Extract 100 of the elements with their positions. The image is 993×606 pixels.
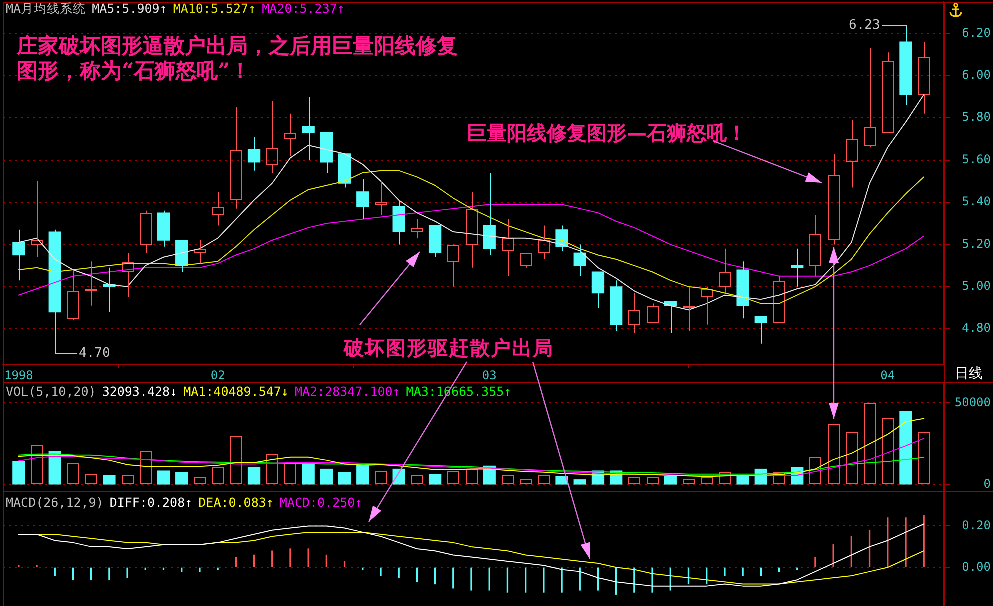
annotation: 32093.428↓ — [102, 384, 178, 399]
y-tick-label: 5.40 — [962, 194, 991, 209]
bar — [248, 466, 261, 485]
candlestick — [483, 172, 496, 256]
bar — [31, 445, 43, 484]
bar — [628, 477, 640, 484]
bar — [176, 472, 188, 485]
bar — [320, 468, 334, 485]
candlestick — [918, 42, 930, 114]
y-tick-label: 5.00 — [962, 279, 991, 294]
candlestick — [230, 107, 242, 210]
y-tick-label: 5.20 — [962, 236, 991, 251]
x-tick-label: 04 — [880, 368, 896, 382]
text: MA20:5.237↑ — [262, 1, 345, 16]
candlestick — [701, 286, 713, 326]
candlestick — [176, 240, 188, 273]
bar — [828, 424, 840, 484]
bar — [701, 477, 713, 484]
bar — [338, 472, 352, 485]
candlestick — [392, 200, 406, 246]
bar — [356, 464, 370, 485]
text: MA5:5.909↑ — [92, 1, 168, 16]
candlestick — [48, 229, 62, 351]
chart-title: MACD(26,12,9) — [6, 495, 104, 510]
bar — [103, 475, 116, 485]
annotation: 庄家破坏图形逼散户出局，之后用巨量阳线修复图形，称为“石狮怒吼”！ — [17, 33, 459, 83]
candlestick — [736, 261, 750, 320]
y-tick-label: 6.20 — [962, 26, 991, 40]
candlestick — [882, 52, 894, 133]
y-tick-label: 0.00 — [962, 560, 991, 574]
bar — [502, 475, 514, 484]
candlestick — [864, 48, 876, 148]
bar — [302, 464, 315, 485]
candlestick — [683, 286, 695, 332]
candlestick — [284, 113, 296, 157]
text: DEA:0.083↑ — [198, 495, 274, 510]
chart-title: VOL(5,10,20) — [6, 384, 96, 399]
candlestick — [447, 245, 459, 288]
text: MA10:5.527↑ — [173, 1, 256, 16]
bar — [375, 471, 387, 484]
candlestick — [122, 252, 134, 298]
candlestick — [266, 100, 278, 174]
text: MA2:28347.100↑ — [294, 384, 400, 399]
bar — [157, 470, 170, 485]
text: MA1:40489.547↓ — [184, 384, 289, 399]
y-tick-label: 0.20 — [962, 518, 991, 532]
candlestick — [12, 229, 26, 282]
bar — [212, 467, 224, 484]
candlestick — [538, 225, 550, 260]
candlestick — [828, 153, 840, 246]
candlestick — [520, 253, 532, 268]
y-tick-label: 50000 — [954, 395, 991, 410]
bar — [266, 454, 278, 484]
bar — [900, 411, 912, 485]
bar — [864, 403, 876, 484]
annotation: MACD:0.250↑ — [280, 495, 363, 510]
bar — [773, 472, 785, 484]
bar — [918, 432, 930, 484]
annotation: 巨量阳线修复图形—石狮怒吼！ — [467, 121, 748, 145]
x-tick-label: 03 — [482, 368, 497, 382]
bar — [647, 477, 659, 484]
candlestick — [719, 248, 731, 294]
bar — [683, 479, 695, 484]
bar — [574, 480, 586, 485]
candlestick — [502, 218, 514, 277]
annotation: 6.23 — [849, 18, 882, 33]
candlestick — [754, 316, 768, 344]
candlestick — [375, 180, 387, 216]
bar — [392, 468, 406, 485]
candlestick — [248, 136, 261, 172]
candlestick — [610, 280, 623, 332]
bar — [809, 457, 821, 484]
candlestick — [302, 96, 315, 161]
bar — [428, 474, 442, 485]
chart-title: MA月均线系统 — [6, 1, 86, 16]
candlestick — [212, 191, 224, 226]
candlestick — [67, 270, 79, 322]
candlestick — [466, 191, 478, 268]
bar — [538, 475, 550, 484]
candlestick — [428, 225, 442, 258]
candlestick — [773, 276, 785, 323]
annotation: 4.70 — [79, 346, 112, 361]
y-tick-label: 4.80 — [962, 321, 991, 336]
annotation: 破坏图形驱赶散户出局 — [344, 336, 555, 360]
bar — [140, 451, 152, 484]
y-tick-label: 0 — [984, 477, 991, 492]
bar — [411, 475, 423, 484]
candlestick — [809, 214, 821, 277]
candlestick — [31, 180, 43, 258]
candlestick — [574, 244, 586, 277]
bar — [719, 472, 731, 484]
bar — [67, 463, 79, 484]
bar — [230, 436, 242, 484]
candlestick — [900, 26, 912, 106]
text: DIFF:0.208↑ — [110, 495, 193, 510]
candlestick — [85, 261, 97, 306]
bar — [520, 479, 532, 484]
bar — [846, 432, 858, 484]
bar — [12, 461, 26, 485]
candlestick — [356, 178, 370, 220]
